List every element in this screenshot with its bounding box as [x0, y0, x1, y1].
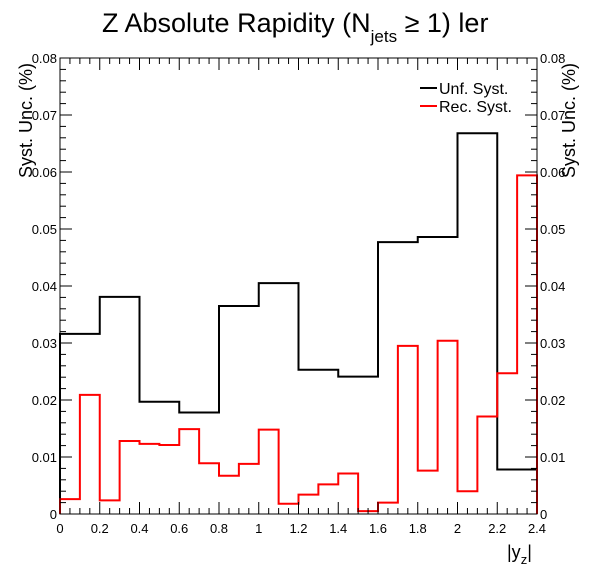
y-tick-label-left: 0.06 — [32, 165, 57, 180]
x-tick-label: 0 — [56, 521, 63, 536]
y-tick-label-right: 0.03 — [540, 336, 565, 351]
x-tick-label: 0.6 — [170, 521, 188, 536]
x-axis-title-main: |y — [507, 542, 521, 562]
y-tick-label-right: 0 — [540, 507, 547, 522]
x-tick-label: 2.2 — [488, 521, 506, 536]
series-line-1 — [59, 174, 538, 514]
x-tick-label: 0.2 — [91, 521, 109, 536]
y-tick-label-right: 0.02 — [540, 393, 565, 408]
y-tick-label-right: 0.06 — [540, 165, 565, 180]
title-rest: ≥ 1) ler — [397, 8, 488, 38]
title-main: Z Absolute Rapidity (N — [102, 8, 371, 38]
y-tick-label-right: 0.04 — [540, 279, 565, 294]
x-tick-label: 1.4 — [329, 521, 347, 536]
y-tick-label-left: 0 — [50, 507, 57, 522]
x-tick-label: 0.8 — [210, 521, 228, 536]
y-tick-label-right: 0.07 — [540, 108, 565, 123]
x-axis-title-end: | — [527, 542, 532, 562]
y-tick-label-left: 0.07 — [32, 108, 57, 123]
x-tick-label: 2.4 — [528, 521, 546, 536]
chart-title: Z Absolute Rapidity (Njets ≥ 1) ler — [102, 8, 488, 46]
title-subscript: jets — [370, 27, 397, 46]
x-tick-label: 1 — [255, 521, 262, 536]
x-axis-title-subscript: z — [521, 552, 528, 567]
x-tick-label: 1.8 — [409, 521, 427, 536]
x-axis-title: |yz| — [507, 542, 532, 567]
legend: Unf. Syst.Rec. Syst. — [420, 81, 512, 116]
y-tick-label-left: 0.02 — [32, 393, 57, 408]
series-layer — [59, 132, 538, 514]
y-axis-title-right: Syst. Unc. (%) — [559, 63, 579, 178]
y-tick-label-right: 0.01 — [540, 450, 565, 465]
y-axis-title-left: Syst. Unc. (%) — [16, 63, 36, 178]
y-tick-label-left: 0.05 — [32, 222, 57, 237]
svg-text:Z Absolute Rapidity (Njets ≥ 1: Z Absolute Rapidity (Njets ≥ 1) ler — [102, 8, 488, 46]
y-tick-label-left: 0.01 — [32, 450, 57, 465]
x-tick-label: 1.2 — [289, 521, 307, 536]
y-tick-label-right: 0.08 — [540, 51, 565, 66]
ticks: 0 0.2 0.4 0.6 0.8 1 1.2 1.4 1.6 1.8 2 2.2 2.40 00.01 0… — [32, 51, 566, 536]
y-tick-label-left: 0.03 — [32, 336, 57, 351]
legend-label: Rec. Syst. — [439, 99, 512, 116]
y-tick-label-right: 0.05 — [540, 222, 565, 237]
legend-label: Unf. Syst. — [439, 81, 508, 98]
x-tick-label: 1.6 — [369, 521, 387, 536]
series-line-0 — [59, 132, 538, 514]
x-tick-label: 2 — [454, 521, 461, 536]
x-tick-label: 0.4 — [130, 521, 148, 536]
y-tick-label-left: 0.04 — [32, 279, 57, 294]
y-tick-label-left: 0.08 — [32, 51, 57, 66]
